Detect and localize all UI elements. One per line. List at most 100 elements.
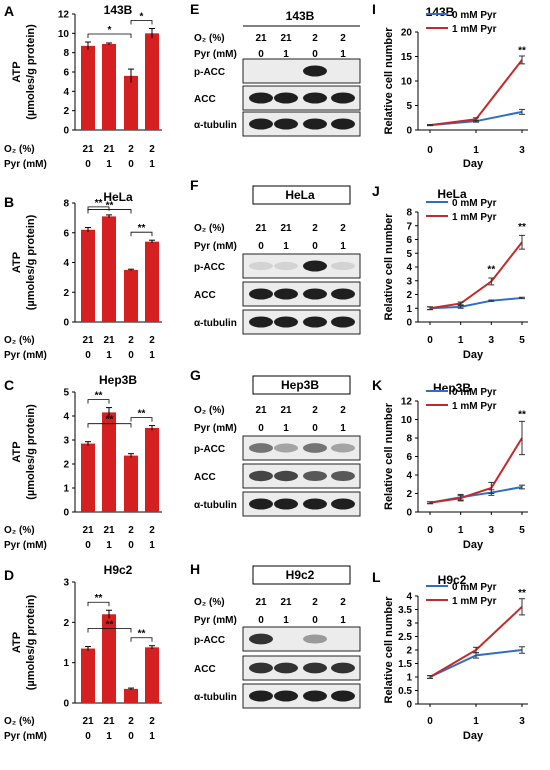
- y-tick-label-K: 10: [401, 415, 413, 426]
- blot-H-tubulin-band: [274, 690, 298, 702]
- sig-label-D: **: [138, 629, 146, 640]
- blot-title-H: H9c2: [286, 568, 315, 582]
- y-axis-label-D: ATP: [11, 632, 23, 653]
- sig-bracket-B: [87, 209, 132, 214]
- y-tick-label-J: 2: [406, 290, 412, 301]
- blot-F-tubulin-band: [303, 316, 327, 328]
- blot-o2-value-H: 21: [280, 597, 292, 608]
- y-tick-label-A: 12: [58, 10, 70, 21]
- blot-o2-value-F: 21: [255, 223, 267, 234]
- chart-title-L: H9c2: [438, 573, 467, 587]
- x-axis-label-I: Day: [463, 158, 484, 170]
- cond-o2-value-C: 2: [128, 525, 134, 536]
- blot-F-pacc-band: [249, 261, 273, 271]
- y-tick-label-C: 1: [63, 484, 69, 495]
- y-tick-label-B: 0: [63, 318, 69, 329]
- y-tick-label-K: 4: [406, 471, 412, 482]
- x-tick-label-K: 3: [489, 525, 495, 536]
- sig-label-I: **: [518, 46, 526, 57]
- cond-o2-value-B: 21: [82, 335, 94, 346]
- y-tick-label-I: 10: [401, 77, 413, 88]
- blot-G-tubulin-band: [303, 498, 327, 510]
- sig-bracket-D: [87, 628, 132, 633]
- chart-title-C: Hep3B: [99, 373, 137, 387]
- y-tick-label-K: 8: [406, 434, 412, 445]
- x-tick-label-I: 0: [427, 145, 433, 156]
- blot-G-tubulin-band: [331, 498, 355, 510]
- cond-o2-label-C: O₂ (%): [4, 525, 35, 536]
- y-tick-label-L: 0.5: [398, 686, 412, 697]
- bar-B-2: [124, 269, 138, 322]
- y-axis-unit-B: (µmoles/g protein): [25, 214, 37, 310]
- y-tick-label-B: 6: [63, 228, 69, 239]
- x-tick-label-J: 3: [489, 335, 495, 346]
- cond-o2-value-D: 21: [82, 716, 94, 727]
- blot-F-acc-band: [303, 288, 327, 300]
- y-tick-label-J: 6: [406, 235, 412, 246]
- blot-H-pacc-band: [303, 634, 327, 644]
- y-tick-label-K: 6: [406, 452, 412, 463]
- y-tick-label-C: 4: [63, 412, 69, 423]
- blot-title-G: Hep3B: [281, 378, 319, 392]
- cond-o2-value-A: 2: [149, 144, 155, 155]
- blot-o2-label-E: O₂ (%): [194, 33, 225, 44]
- blot-title-box-F: [252, 185, 351, 205]
- blot-E-tubulin-band: [249, 118, 273, 130]
- y-axis-unit-D: (µmoles/g protein): [25, 594, 37, 690]
- legend-label-L-1: 1 mM Pyr: [452, 596, 497, 607]
- legend-label-J-0: 0 mM Pyr: [452, 198, 497, 209]
- blot-pyr-value-F: 0: [312, 241, 318, 252]
- y-tick-label-A: 4: [63, 87, 69, 98]
- x-tick-label-I: 3: [519, 145, 525, 156]
- cond-pyr-value-A: 0: [85, 159, 91, 170]
- y-tick-label-K: 0: [406, 508, 412, 519]
- blot-F-tubulin-band: [331, 316, 355, 328]
- y-tick-label-C: 5: [63, 388, 69, 399]
- blot-o2-value-G: 21: [280, 405, 292, 416]
- blot-F-tubulin-label: α-tubulin: [194, 318, 237, 329]
- y-tick-label-I: 20: [401, 28, 413, 39]
- x-tick-label-K: 0: [427, 525, 433, 536]
- bar-B-3: [145, 241, 159, 322]
- blot-o2-value-E: 21: [255, 33, 267, 44]
- blot-pyr-value-H: 1: [340, 615, 346, 626]
- y-tick-label-A: 8: [63, 48, 69, 59]
- x-tick-label-J: 5: [519, 335, 525, 346]
- blot-F-pacc-label: p-ACC: [194, 262, 225, 273]
- blot-E-acc-band: [303, 92, 327, 104]
- legend-label-J-1: 1 mM Pyr: [452, 212, 497, 223]
- blot-E-acc-band: [331, 92, 355, 104]
- panel-letter-A: A: [4, 3, 14, 19]
- y-tick-label-K: 2: [406, 489, 412, 500]
- blot-F-tubulin-band: [249, 316, 273, 328]
- y-tick-label-L: 4: [406, 592, 412, 603]
- y-tick-label-L: 2.5: [398, 632, 412, 643]
- blot-pyr-value-G: 0: [258, 423, 264, 434]
- blot-G-acc-band: [331, 470, 355, 482]
- y-tick-label-J: 1: [406, 304, 412, 315]
- blot-E-pacc-label: p-ACC: [194, 67, 225, 78]
- blot-pyr-value-H: 0: [258, 615, 264, 626]
- blot-G-acc-band: [303, 470, 327, 482]
- blot-o2-value-H: 21: [255, 597, 267, 608]
- blot-G-acc-label: ACC: [194, 472, 216, 483]
- cond-o2-value-B: 2: [128, 335, 134, 346]
- cond-pyr-value-C: 0: [128, 540, 134, 551]
- sig-label-L: **: [518, 588, 526, 599]
- y-tick-label-J: 0: [406, 318, 412, 329]
- blot-pyr-value-H: 1: [283, 615, 289, 626]
- blot-G-pacc-band: [249, 443, 273, 453]
- blot-title-F: HeLa: [285, 188, 315, 202]
- y-tick-label-C: 3: [63, 436, 69, 447]
- cond-o2-value-A: 21: [82, 144, 94, 155]
- sig-bracket-D: [87, 601, 110, 607]
- blot-pyr-value-G: 1: [340, 423, 346, 434]
- panel-letter-B: B: [4, 194, 14, 210]
- bar-D-1: [102, 614, 116, 703]
- cond-pyr-value-C: 1: [106, 540, 112, 551]
- cond-pyr-label-B: Pyr (mM): [4, 350, 47, 361]
- blot-H-tubulin-label: α-tubulin: [194, 692, 237, 703]
- y-tick-label-A: 0: [63, 126, 69, 137]
- blot-o2-value-H: 2: [340, 597, 346, 608]
- cond-o2-value-A: 21: [103, 144, 115, 155]
